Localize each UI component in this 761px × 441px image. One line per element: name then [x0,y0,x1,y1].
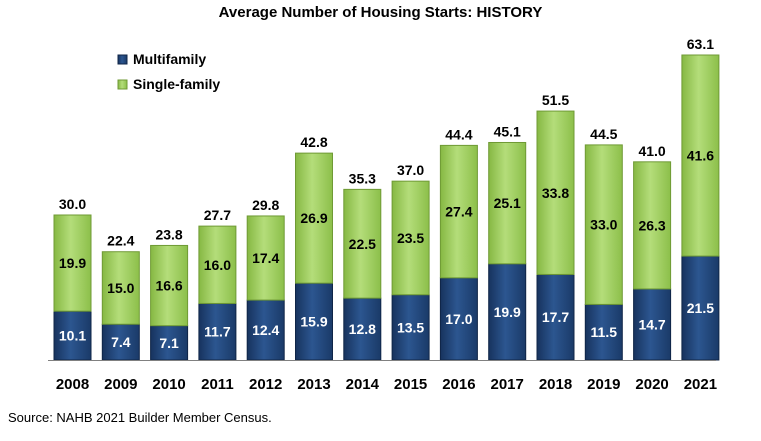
data-label-single-family-2015: 23.5 [397,230,424,246]
data-label-multifamily-2012: 12.4 [252,322,279,338]
bar-single-family-2015 [391,180,430,296]
data-label-single-family-2011: 16.0 [204,257,231,273]
x-tick-label-2008: 2008 [56,376,89,393]
x-tick-label-2020: 2020 [635,376,668,393]
data-label-multifamily-2019: 11.5 [591,324,618,340]
bar-multifamily-2021 [681,255,720,361]
data-label-multifamily-2010: 7.1 [159,335,179,351]
x-tick-label-2011: 2011 [201,376,234,393]
data-label-single-family-2013: 26.9 [300,210,327,226]
bar-multifamily-2009 [101,323,140,361]
x-tick-label-2012: 2012 [249,376,282,393]
total-label-2019: 44.5 [590,126,617,142]
bar-single-family-2020 [633,161,672,290]
total-label-2012: 29.8 [252,197,279,213]
bar-single-family-2008 [53,214,92,312]
data-label-multifamily-2014: 12.8 [349,321,376,337]
chart-title: Average Number of Housing Starts: HISTOR… [218,4,543,21]
data-label-single-family-2020: 26.3 [638,217,665,233]
total-label-2010: 23.8 [155,226,182,242]
legend: Multifamily Single-family [117,51,220,92]
data-label-multifamily-2008: 10.1 [59,328,86,344]
x-tick-label-2016: 2016 [442,376,475,393]
bar-single-family-2014 [343,188,382,299]
x-tick-label-2010: 2010 [152,376,185,393]
bar-single-family-2013 [295,152,333,284]
x-tick-label-2019: 2019 [587,376,620,393]
legend-swatch-multifamily [117,54,128,65]
x-tick-label-2017: 2017 [491,376,524,393]
bar-multifamily-2010 [150,325,189,361]
bar-single-family-2018 [536,110,575,275]
bar-single-family-2019 [584,144,623,305]
x-tick-label-2014: 2014 [346,376,380,393]
total-label-2015: 37.0 [397,162,424,178]
total-label-2020: 41.0 [638,143,665,159]
x-tick-label-2015: 2015 [394,376,427,393]
data-label-single-family-2008: 19.9 [59,255,86,271]
bar-single-family-2012 [246,215,285,301]
data-label-multifamily-2017: 19.9 [494,304,521,320]
data-label-multifamily-2020: 14.7 [638,316,665,332]
bar-multifamily-2019 [584,303,623,361]
data-label-multifamily-2015: 13.5 [397,319,424,335]
total-label-2013: 42.8 [300,134,327,150]
x-tick-label-2009: 2009 [104,376,137,393]
data-label-multifamily-2021: 21.5 [687,300,714,316]
data-label-single-family-2010: 16.6 [155,278,182,294]
source-note: Source: NAHB 2021 Builder Member Census. [8,410,272,425]
data-label-single-family-2012: 17.4 [252,250,279,266]
x-axis: 2008 2009 2010 2011 2012 2013 2014 2015 2016 2017… [48,360,717,393]
data-label-single-family-2019: 33.0 [590,217,617,233]
data-label-single-family-2014: 22.5 [349,236,376,252]
data-label-multifamily-2018: 17.7 [542,309,569,325]
total-label-2008: 30.0 [59,196,86,212]
data-label-single-family-2017: 25.1 [494,195,521,211]
total-label-2009: 22.4 [107,233,134,249]
x-tick-label-2013: 2013 [297,376,330,393]
total-label-2016: 44.4 [445,126,472,142]
bar-single-family-2011 [198,225,237,304]
bar-single-family-2017 [488,141,527,265]
data-label-single-family-2016: 27.4 [445,204,472,220]
total-label-2017: 45.1 [494,123,521,139]
data-label-multifamily-2009: 7.4 [111,334,131,350]
total-label-2014: 35.3 [349,170,376,186]
bar-multifamily-2020 [633,288,672,361]
x-tick-label-2018: 2018 [539,376,572,393]
legend-label-single-family: Single-family [133,76,220,92]
bar-multifamily-2015 [391,294,430,361]
total-label-2018: 51.5 [542,92,569,108]
total-label-2021: 63.1 [687,36,714,52]
data-label-multifamily-2013: 15.9 [300,314,327,330]
bars-group: 10.1 19.9 30.0 7.4 15.0 22.4 7.1 16.6 23.8 11.7 16… [53,36,720,361]
bar-single-family-2021 [681,54,720,257]
data-label-multifamily-2016: 17.0 [445,311,472,327]
bar-multifamily-2013 [295,282,333,361]
legend-label-multifamily: Multifamily [133,51,206,67]
x-tick-label-2021: 2021 [684,376,717,393]
total-label-2011: 27.7 [204,207,231,223]
bar-multifamily-2017 [488,263,527,361]
bar-single-family-2009 [101,251,140,325]
data-label-single-family-2009: 15.0 [107,280,134,296]
legend-swatch-single-family [117,79,128,90]
data-label-multifamily-2011: 11.7 [204,324,231,340]
bar-single-family-2010 [150,244,189,327]
data-label-single-family-2021: 41.6 [687,148,714,164]
bar-single-family-2016 [439,144,478,279]
data-label-single-family-2018: 33.8 [542,185,569,201]
